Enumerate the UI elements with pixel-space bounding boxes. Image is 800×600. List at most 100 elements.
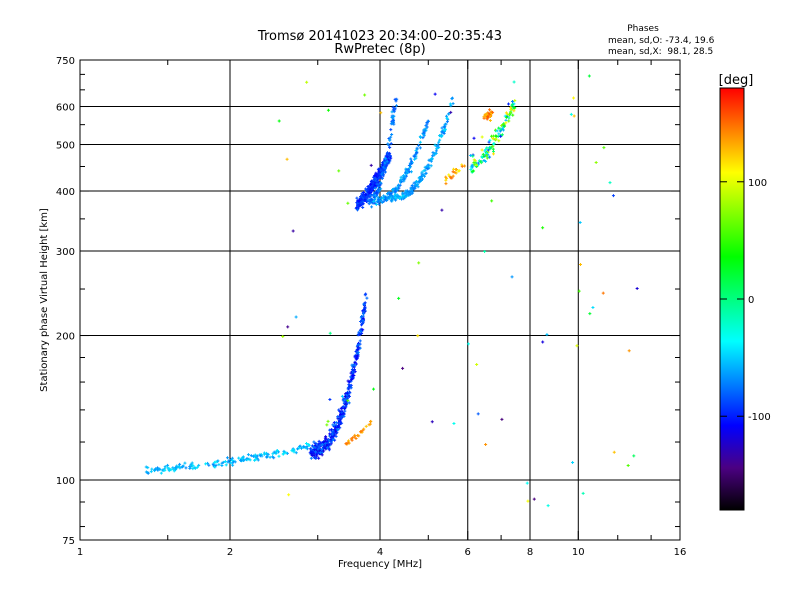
y-tick-label: 75 [62,536,75,547]
data-point [368,422,372,426]
data-point [342,405,346,409]
data-point [364,424,368,428]
data-point [451,174,455,178]
data-point [635,287,639,291]
data-point [163,465,167,469]
data-point [491,110,495,114]
data-point [268,455,272,459]
data-point [317,456,321,460]
data-point [525,481,529,485]
data-point [327,448,331,452]
data-point [331,423,335,427]
data-point [359,320,363,324]
data-point [370,197,374,201]
data-point [296,447,300,451]
data-point [272,450,276,454]
data-point [231,463,235,467]
data-point [469,154,473,158]
data-point [507,116,511,120]
colorbar-tick-label: 100 [748,178,767,189]
data-point [414,152,418,156]
data-point [511,113,515,117]
data-point [403,195,407,199]
data-point [399,175,403,179]
stats-heading: Phases [627,24,659,34]
data-point [304,441,308,445]
data-point [412,154,416,158]
data-point [484,153,488,157]
data-point [450,97,454,101]
data-point [375,179,379,183]
data-point [323,442,327,446]
data-point [375,182,379,186]
data-point [334,434,338,438]
data-point [390,116,394,120]
data-point [494,137,498,141]
data-point [419,174,423,178]
data-point [356,343,360,347]
axis-ticks: 1 2 4 6 8 10 16 75 100 200 300 400 500 600 750 [56,56,686,558]
data-point [360,197,364,201]
data-point [352,373,356,377]
data-point [242,458,246,462]
data-point [448,102,452,106]
data-point [418,135,422,139]
data-point [357,346,361,350]
data-point [572,96,576,100]
data-point [355,196,359,200]
x-tick-label: 10 [572,547,585,558]
data-point [485,117,489,121]
data-point [163,468,167,472]
data-point [426,119,430,123]
data-point [367,190,371,194]
data-point [481,152,485,156]
data-point [373,186,377,190]
data-point [423,165,427,169]
data-point [207,463,211,467]
data-point [356,203,360,207]
data-point [355,351,359,355]
data-point [345,391,349,395]
data-point [294,315,298,319]
data-point [348,391,352,395]
data-point [349,386,353,390]
data-point [379,181,383,185]
data-point [485,146,489,150]
data-point [286,325,290,329]
data-point [345,396,349,400]
data-point [602,146,606,150]
data-point [447,112,451,116]
data-point [476,412,480,416]
data-point [379,187,383,191]
data-point [384,164,388,168]
data-point [361,205,365,209]
data-point [608,181,612,185]
data-point [344,399,348,403]
data-point [359,429,363,433]
data-point [495,129,499,133]
data-point [414,180,418,184]
data-point [417,261,421,265]
data-point [450,176,454,180]
data-point [488,155,492,159]
data-point [181,464,185,468]
data-point [393,192,397,196]
data-point [227,459,231,463]
data-point [349,437,353,441]
data-point [513,106,517,110]
data-point [438,138,442,142]
data-point [197,463,201,467]
data-point [569,112,573,116]
data-point [494,134,498,138]
data-point [382,194,386,198]
x-tick-label: 1 [77,547,83,558]
data-point [466,342,470,346]
data-point [545,333,549,337]
data-point [501,122,505,126]
data-point [246,453,250,457]
data-point [497,132,501,136]
data-point [346,439,350,443]
data-point [429,164,433,168]
data-point [220,463,224,467]
data-point [394,187,398,191]
